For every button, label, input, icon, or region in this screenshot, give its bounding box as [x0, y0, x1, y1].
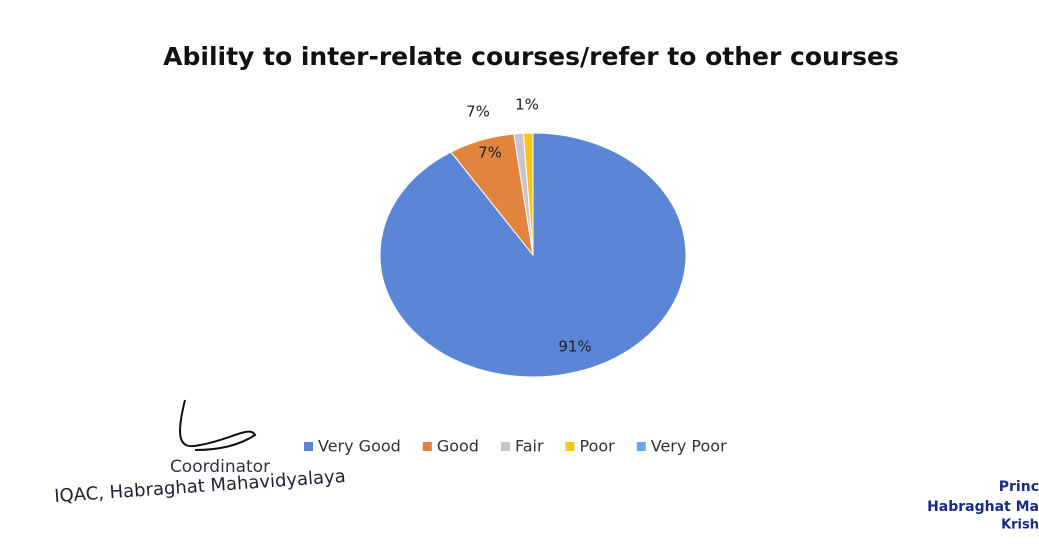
- data-label: 1%: [515, 96, 539, 114]
- legend-label: Very Good: [318, 437, 401, 456]
- signature-title: Coordinator: [170, 457, 270, 477]
- legend-label: Poor: [580, 437, 616, 456]
- principal-title: Princ: [999, 479, 1039, 495]
- data-label: 91%: [558, 338, 591, 356]
- principal-org: Habraghat Ma: [927, 499, 1039, 515]
- annotation: 7%: [466, 103, 490, 121]
- legend-label: Very Poor: [651, 437, 727, 456]
- data-label: 7%: [478, 144, 502, 162]
- legend-swatch: [304, 442, 313, 451]
- legend-label: Good: [437, 437, 479, 456]
- pie-slice: [522, 132, 534, 256]
- legend-swatch: [422, 442, 432, 451]
- chart-title: Ability to inter-relate courses/refer to…: [163, 42, 899, 71]
- signature-scrawl: [179, 399, 257, 451]
- legend-swatch: [500, 442, 510, 451]
- principal-place: Krish: [1001, 518, 1039, 533]
- legend-swatch: [565, 442, 575, 451]
- legend-swatch: [636, 442, 646, 451]
- legend-label: Fair: [515, 437, 544, 456]
